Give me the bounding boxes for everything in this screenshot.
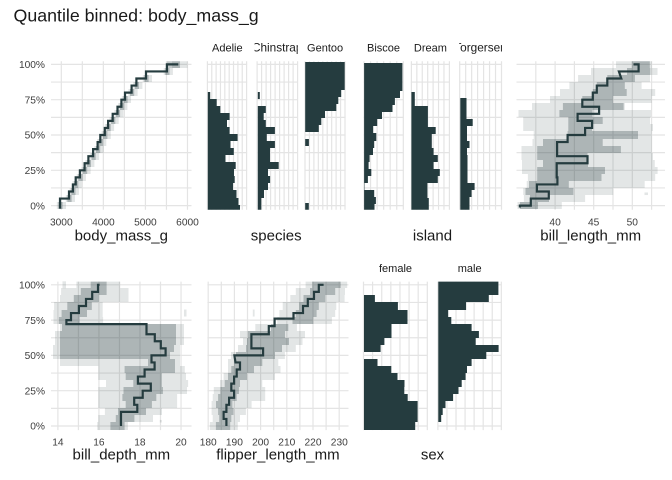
svg-text:25%: 25% [25,386,45,397]
svg-text:Adelie: Adelie [212,43,243,55]
svg-text:bill_length_mm: bill_length_mm [540,227,641,244]
svg-text:220: 220 [305,438,322,449]
svg-text:210: 210 [278,438,295,449]
svg-text:Dream: Dream [414,43,447,55]
svg-text:bill_depth_mm: bill_depth_mm [73,447,171,464]
svg-text:3000: 3000 [50,217,73,228]
svg-text:Chinstrap: Chinstrap [252,41,303,55]
svg-text:50%: 50% [25,131,45,142]
svg-text:male: male [458,263,482,275]
svg-text:sex: sex [421,447,445,464]
svg-text:flipper_length_mm: flipper_length_mm [216,447,339,464]
svg-text:45: 45 [588,217,600,228]
svg-text:40: 40 [549,217,561,228]
svg-text:Gentoo: Gentoo [307,43,343,55]
svg-text:body_mass_g: body_mass_g [75,227,168,244]
svg-text:island: island [413,227,452,244]
svg-text:75%: 75% [25,95,45,106]
svg-text:female: female [379,263,412,275]
svg-text:190: 190 [226,438,243,449]
svg-text:0%: 0% [30,201,45,212]
svg-text:100%: 100% [19,281,45,292]
svg-text:0%: 0% [30,422,45,433]
svg-text:50%: 50% [25,351,45,362]
svg-text:18: 18 [134,438,146,449]
svg-text:75%: 75% [25,316,45,327]
svg-text:Biscoe: Biscoe [367,43,400,55]
svg-text:5000: 5000 [134,217,157,228]
svg-text:230: 230 [331,438,348,449]
svg-text:20: 20 [175,438,187,449]
svg-text:6000: 6000 [176,217,199,228]
svg-text:50: 50 [627,217,639,228]
svg-text:16: 16 [93,438,105,449]
svg-text:25%: 25% [25,166,45,177]
svg-text:200: 200 [252,438,269,449]
svg-text:4000: 4000 [92,217,115,228]
svg-text:180: 180 [200,438,217,449]
svg-text:14: 14 [52,438,64,449]
svg-text:Quantile binned: body_mass_g: Quantile binned: body_mass_g [14,6,259,27]
svg-text:species: species [251,227,302,244]
svg-text:Torgersen: Torgersen [454,41,506,55]
svg-text:100%: 100% [19,60,45,71]
